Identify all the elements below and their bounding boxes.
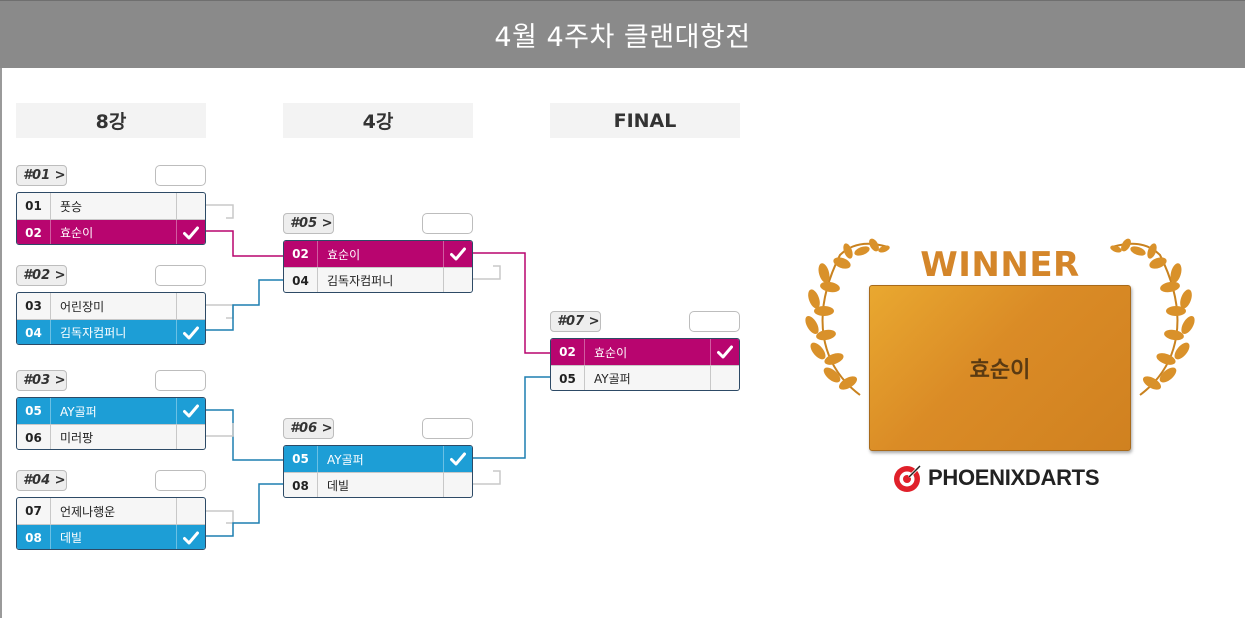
team-row[interactable]: 07 언제나행운 — [17, 498, 205, 524]
team-row[interactable]: 08 데빌 — [17, 524, 205, 549]
phoenix-logo-icon — [894, 464, 922, 492]
team-name: AY골퍼 — [50, 398, 176, 424]
match-score-box-02[interactable] — [155, 265, 206, 286]
match-score-box-04[interactable] — [155, 470, 206, 491]
check-icon[interactable] — [710, 339, 739, 365]
team-name: 미러팡 — [50, 425, 176, 449]
team-row[interactable]: 03 어린장미 — [17, 293, 205, 319]
team-name: AY골퍼 — [317, 446, 443, 472]
team-seed: 06 — [25, 430, 42, 445]
team-name: AY골퍼 — [584, 366, 710, 390]
team-row[interactable]: 05 AY골퍼 — [284, 446, 472, 472]
check-icon[interactable] — [443, 446, 472, 472]
check-cell[interactable] — [176, 293, 205, 319]
team-name: 데빌 — [317, 473, 443, 497]
laurel-right-icon — [1110, 238, 1195, 396]
team-seed: 02 — [25, 225, 42, 240]
team-row[interactable]: 02 효순이 — [284, 241, 472, 267]
match-07: 02 효순이 05 AY골퍼 — [550, 338, 740, 391]
winner-card: 효순이 — [869, 285, 1131, 451]
team-seed: 04 — [292, 273, 309, 288]
team-row[interactable]: 04 김독자컴퍼니 — [17, 319, 205, 344]
team-name: 효순이 — [584, 339, 710, 365]
match-label-02[interactable]: #02 > — [16, 265, 67, 286]
match-label-03[interactable]: #03 > — [16, 370, 67, 391]
title-bar: 4월 4주차 클랜대항전 — [0, 0, 1245, 68]
match-score-box-07[interactable] — [689, 311, 740, 332]
winner-name: 효순이 — [969, 358, 1031, 383]
team-seed: 04 — [25, 325, 42, 340]
check-cell[interactable] — [176, 425, 205, 449]
match-label-01[interactable]: #01 > — [16, 165, 67, 186]
match-03: 05 AY골퍼 06 미러팡 — [16, 397, 206, 450]
match-05: 02 효순이 04 김독자컴퍼니 — [283, 240, 473, 293]
check-icon[interactable] — [176, 220, 205, 244]
match-label-07[interactable]: #07 > — [550, 311, 601, 332]
check-cell[interactable] — [443, 473, 472, 497]
team-row[interactable]: 02 효순이 — [17, 219, 205, 244]
team-seed: 01 — [25, 199, 42, 213]
match-score-box-03[interactable] — [155, 370, 206, 391]
check-icon[interactable] — [443, 241, 472, 267]
laurel-left-icon — [805, 238, 890, 396]
team-row[interactable]: 05 AY골퍼 — [551, 365, 739, 390]
team-name: 언제나행운 — [50, 498, 176, 524]
team-seed: 02 — [559, 345, 576, 359]
team-name: 효순이 — [317, 241, 443, 267]
team-name: 풋승 — [50, 193, 176, 219]
team-seed: 02 — [292, 247, 309, 261]
team-row[interactable]: 02 효순이 — [551, 339, 739, 365]
brand-name: PHOENIXDARTS — [928, 465, 1100, 490]
match-label-06[interactable]: #06 > — [283, 418, 334, 439]
window-edge — [0, 0, 2, 618]
check-icon[interactable] — [176, 398, 205, 424]
team-row[interactable]: 05 AY골퍼 — [17, 398, 205, 424]
round-header-8: 8강 — [16, 103, 206, 138]
match-score-box-05[interactable] — [422, 213, 473, 234]
match-label-05[interactable]: #05 > — [283, 213, 334, 234]
team-row[interactable]: 06 미러팡 — [17, 424, 205, 449]
page-title: 4월 4주차 클랜대항전 — [494, 22, 751, 53]
check-cell[interactable] — [176, 193, 205, 219]
match-01: 01 풋승 02 효순이 — [16, 192, 206, 245]
match-label-04[interactable]: #04 > — [16, 470, 67, 491]
team-seed: 03 — [25, 299, 42, 313]
check-icon[interactable] — [176, 320, 205, 344]
team-name: 효순이 — [50, 220, 176, 244]
team-name: 데빌 — [50, 525, 176, 549]
team-seed: 08 — [25, 530, 42, 545]
team-name: 김독자컴퍼니 — [50, 320, 176, 344]
winner-title: WINNER — [920, 245, 1080, 285]
check-icon[interactable] — [176, 525, 205, 549]
team-seed: 05 — [559, 371, 576, 386]
match-02: 03 어린장미 04 김독자컴퍼니 — [16, 292, 206, 345]
winner-panel: WINNER 효순이 — [800, 235, 1200, 500]
brand-logo: PHOENIXDARTS — [892, 460, 1100, 496]
round-header-4: 4강 — [283, 103, 473, 138]
team-row[interactable]: 04 김독자컴퍼니 — [284, 267, 472, 292]
team-seed: 08 — [292, 478, 309, 493]
check-cell[interactable] — [176, 498, 205, 524]
check-cell[interactable] — [710, 366, 739, 390]
match-06: 05 AY골퍼 08 데빌 — [283, 445, 473, 498]
team-row[interactable]: 08 데빌 — [284, 472, 472, 497]
match-score-box-01[interactable] — [155, 165, 206, 186]
round-header-final: FINAL — [550, 103, 740, 138]
team-row[interactable]: 01 풋승 — [17, 193, 205, 219]
team-seed: 05 — [292, 452, 309, 466]
team-name: 어린장미 — [50, 293, 176, 319]
match-04: 07 언제나행운 08 데빌 — [16, 497, 206, 550]
match-score-box-06[interactable] — [422, 418, 473, 439]
team-seed: 05 — [25, 404, 42, 418]
team-seed: 07 — [25, 504, 42, 518]
team-name: 김독자컴퍼니 — [317, 268, 443, 292]
check-cell[interactable] — [443, 268, 472, 292]
